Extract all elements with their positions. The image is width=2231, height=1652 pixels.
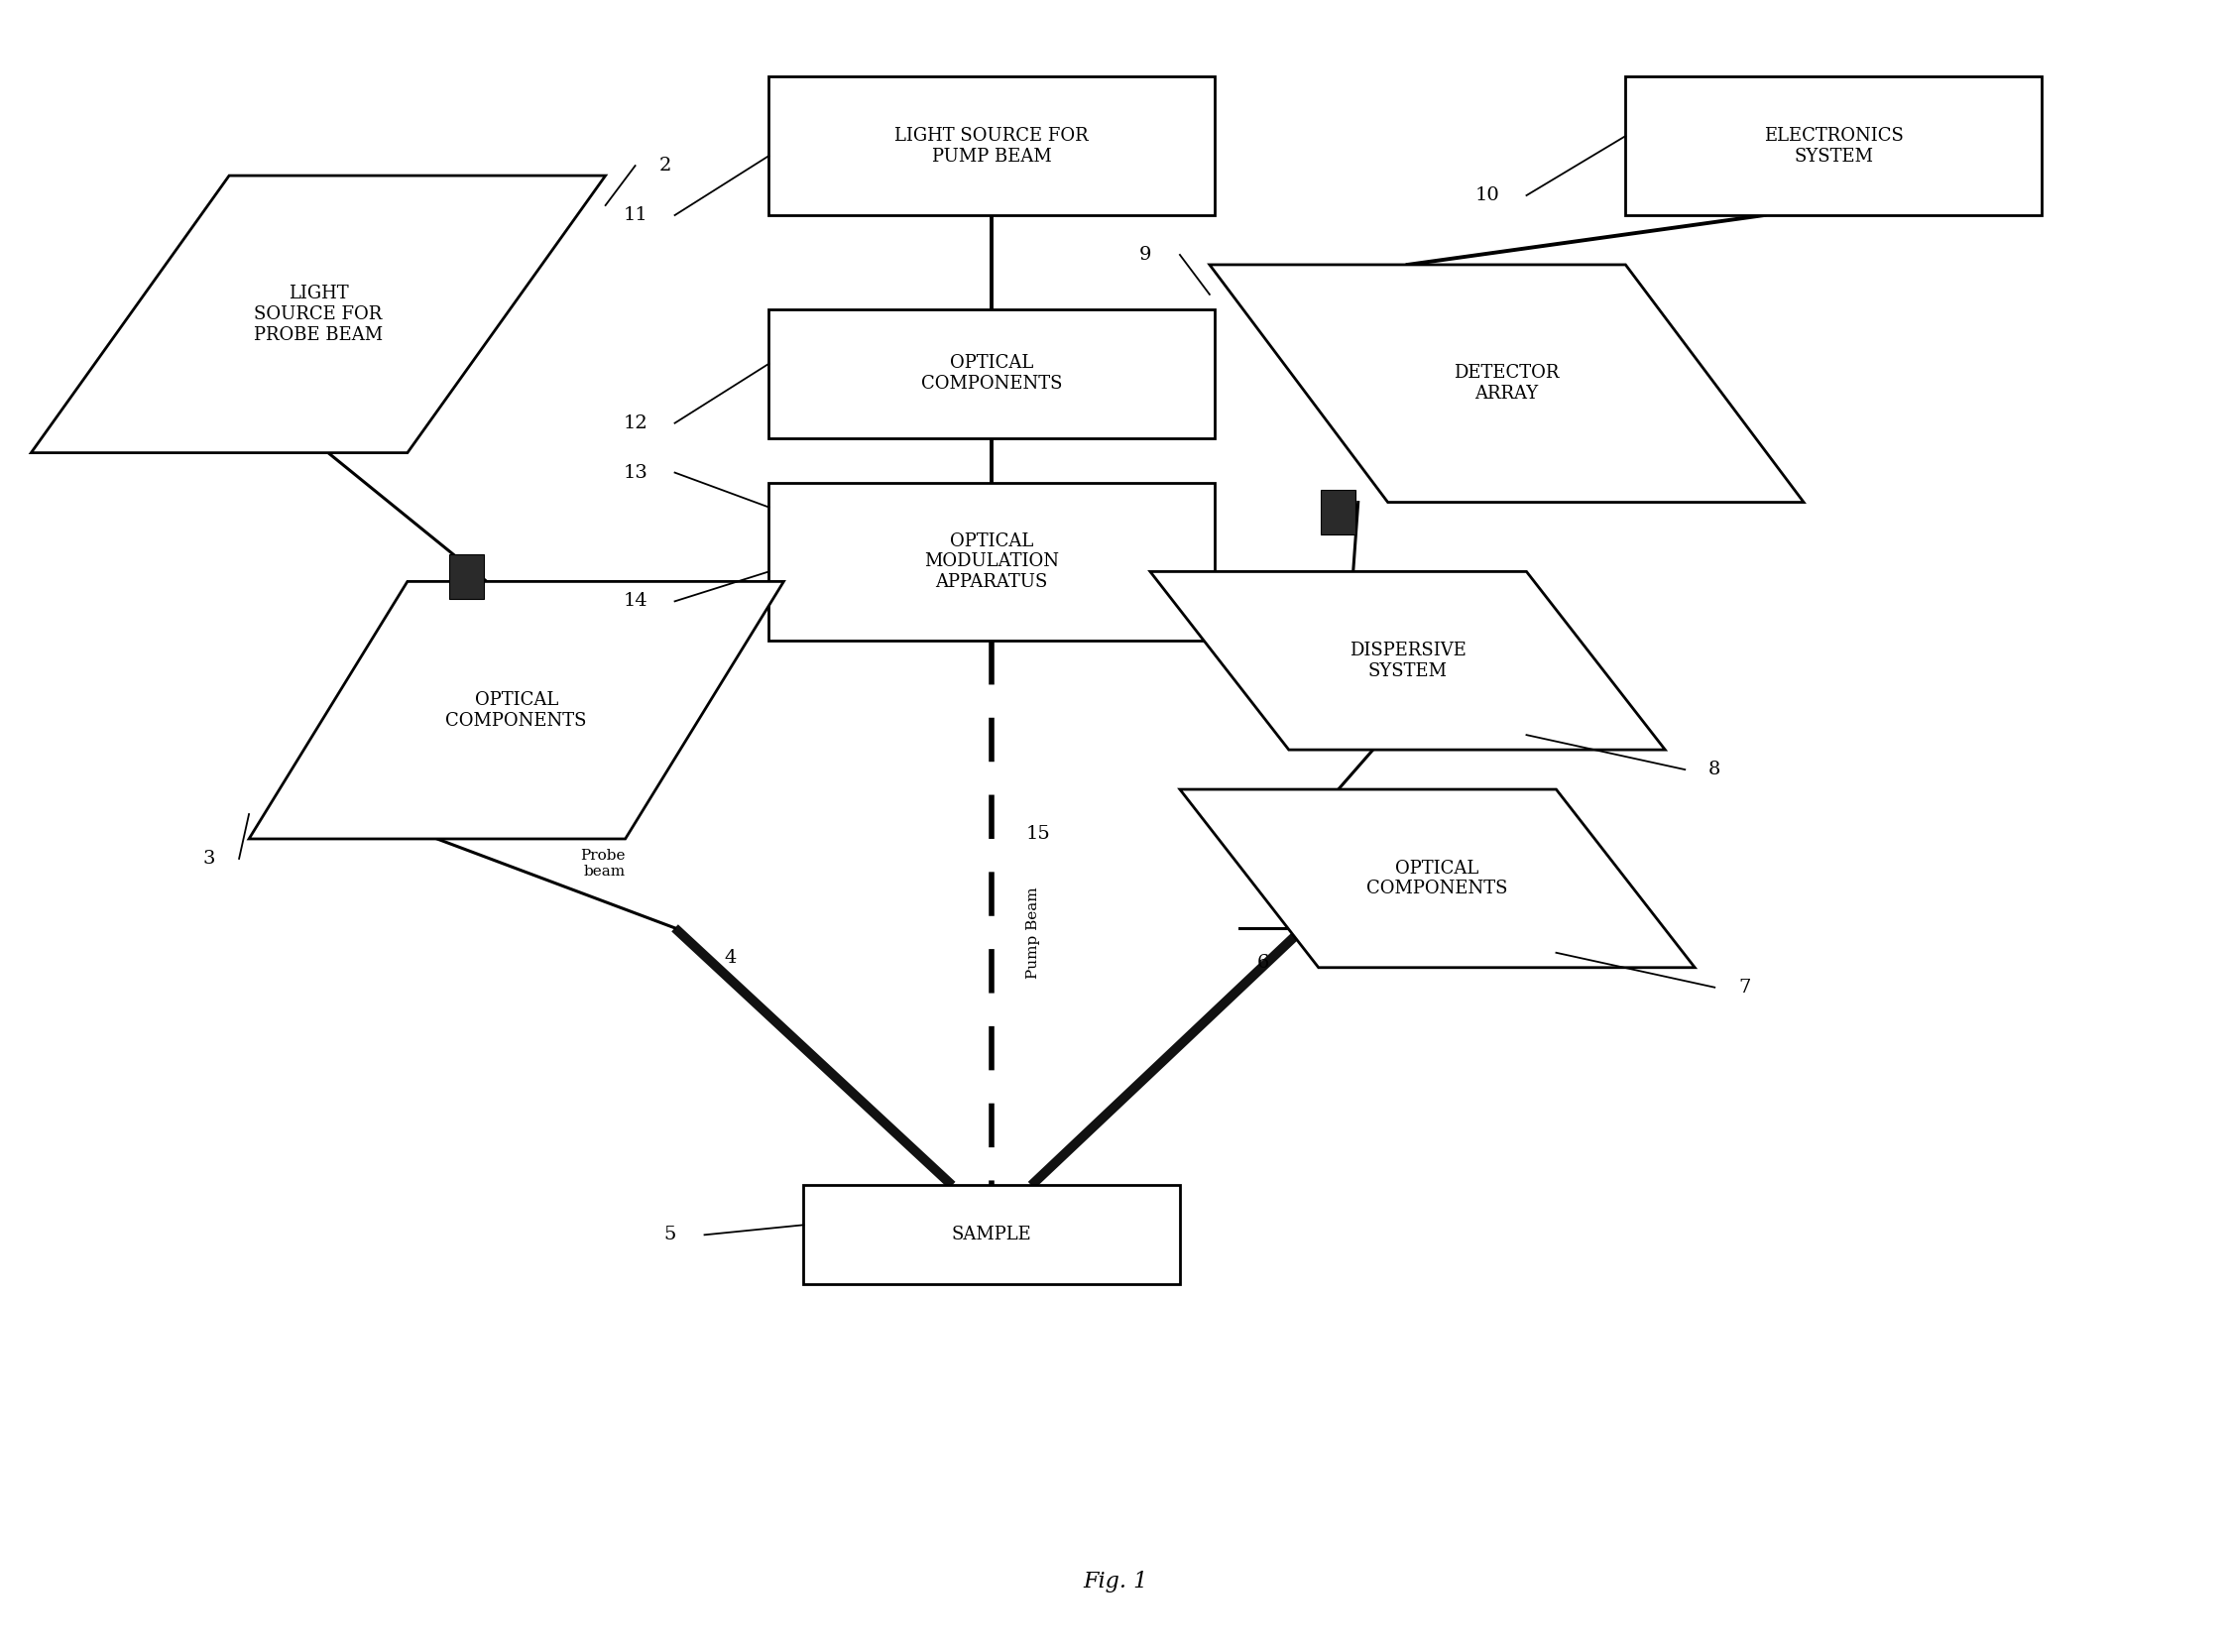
- Text: 15: 15: [1026, 824, 1051, 843]
- Text: 6: 6: [1256, 953, 1269, 971]
- Text: LIGHT SOURCE FOR
PUMP BEAM: LIGHT SOURCE FOR PUMP BEAM: [895, 127, 1089, 165]
- Text: DISPERSIVE
SYSTEM: DISPERSIVE SYSTEM: [1350, 641, 1466, 681]
- Text: 12: 12: [622, 415, 647, 433]
- Bar: [803, 1186, 1180, 1284]
- Text: LIGHT
SOURCE FOR
PROBE BEAM: LIGHT SOURCE FOR PROBE BEAM: [254, 284, 384, 344]
- Polygon shape: [31, 175, 605, 453]
- Text: 2: 2: [658, 157, 672, 175]
- Text: 3: 3: [203, 849, 216, 867]
- Bar: [1626, 76, 2041, 215]
- Text: DETECTOR
ARRAY: DETECTOR ARRAY: [1455, 363, 1559, 403]
- Polygon shape: [1151, 572, 1664, 750]
- Text: ELECTRONICS
SYSTEM: ELECTRONICS SYSTEM: [1765, 127, 1903, 165]
- Polygon shape: [1209, 264, 1805, 502]
- Text: Modulated
reflected
probe beam: Modulated reflected probe beam: [1354, 866, 1443, 912]
- Bar: [448, 555, 484, 598]
- Text: 8: 8: [1709, 760, 1720, 778]
- Text: 9: 9: [1140, 246, 1151, 264]
- Text: 7: 7: [1738, 978, 1751, 996]
- Text: 4: 4: [725, 948, 736, 966]
- Text: Probe
beam: Probe beam: [580, 849, 625, 879]
- Text: SAMPLE: SAMPLE: [953, 1226, 1031, 1244]
- Text: Pump Beam: Pump Beam: [1026, 887, 1040, 980]
- Text: 11: 11: [622, 206, 647, 225]
- Text: Fig. 1: Fig. 1: [1084, 1571, 1149, 1593]
- Text: OPTICAL
MODULATION
APPARATUS: OPTICAL MODULATION APPARATUS: [924, 532, 1060, 591]
- Polygon shape: [1180, 790, 1696, 968]
- Text: OPTICAL
COMPONENTS: OPTICAL COMPONENTS: [446, 691, 587, 730]
- Bar: [770, 76, 1214, 215]
- Text: OPTICAL
COMPONENTS: OPTICAL COMPONENTS: [921, 355, 1062, 393]
- Text: 14: 14: [622, 593, 647, 610]
- Text: OPTICAL
COMPONENTS: OPTICAL COMPONENTS: [1368, 859, 1508, 897]
- Polygon shape: [250, 582, 783, 839]
- Text: 5: 5: [663, 1226, 676, 1244]
- Text: 13: 13: [622, 464, 647, 481]
- Text: 10: 10: [1475, 187, 1499, 205]
- Bar: [1321, 491, 1356, 535]
- Bar: [770, 309, 1214, 438]
- Bar: [770, 482, 1214, 641]
